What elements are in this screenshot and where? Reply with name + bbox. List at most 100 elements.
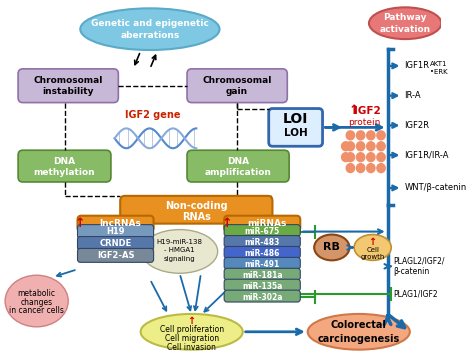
Circle shape — [377, 131, 385, 140]
Ellipse shape — [369, 7, 441, 39]
Text: Cell invasion: Cell invasion — [167, 343, 216, 352]
Circle shape — [367, 131, 375, 140]
Text: signaling: signaling — [164, 256, 195, 262]
Text: IGF1R/IR-A: IGF1R/IR-A — [404, 151, 449, 160]
Circle shape — [356, 131, 365, 140]
Circle shape — [367, 164, 375, 173]
Text: CRNDE: CRNDE — [100, 239, 132, 248]
Text: in cancer cells: in cancer cells — [9, 307, 64, 315]
Text: H19-miR-138: H19-miR-138 — [156, 239, 202, 245]
Text: WNT/β-catenin: WNT/β-catenin — [404, 183, 466, 193]
Text: IGF2R: IGF2R — [404, 121, 429, 130]
FancyBboxPatch shape — [224, 290, 300, 302]
FancyBboxPatch shape — [224, 225, 300, 236]
Ellipse shape — [314, 235, 349, 260]
Circle shape — [356, 142, 365, 151]
FancyBboxPatch shape — [18, 69, 118, 103]
FancyBboxPatch shape — [224, 246, 300, 258]
Circle shape — [346, 131, 355, 140]
Circle shape — [356, 153, 365, 162]
Circle shape — [346, 142, 355, 151]
Text: IGF1R: IGF1R — [404, 61, 429, 70]
Text: Chromosomal: Chromosomal — [34, 76, 103, 85]
Text: LOH: LOH — [284, 129, 308, 138]
Text: Chromosomal: Chromosomal — [202, 76, 272, 85]
Ellipse shape — [354, 235, 391, 260]
Text: Colorectal: Colorectal — [331, 320, 387, 330]
Text: carcinogenesis: carcinogenesis — [318, 334, 400, 344]
Text: activation: activation — [380, 25, 431, 34]
Text: miR-181a: miR-181a — [242, 271, 283, 280]
Text: amplification: amplification — [205, 168, 272, 177]
Text: H19: H19 — [106, 227, 125, 236]
Text: IR-A: IR-A — [404, 91, 421, 100]
Text: gain: gain — [226, 87, 248, 96]
Text: protein: protein — [348, 118, 381, 127]
Text: miR-483: miR-483 — [245, 238, 280, 247]
Text: ↑: ↑ — [348, 104, 359, 117]
Text: miR-486: miR-486 — [245, 249, 280, 258]
FancyBboxPatch shape — [78, 248, 154, 262]
Text: RNAs: RNAs — [182, 212, 211, 222]
Text: IGF2: IGF2 — [354, 105, 381, 116]
Text: aberrations: aberrations — [120, 31, 180, 40]
Text: miRNAs: miRNAs — [247, 219, 287, 228]
Text: Non-coding: Non-coding — [165, 201, 228, 211]
Text: miR-675: miR-675 — [245, 227, 280, 236]
Circle shape — [377, 164, 385, 173]
Ellipse shape — [5, 275, 68, 327]
FancyBboxPatch shape — [224, 279, 300, 291]
Circle shape — [367, 153, 375, 162]
FancyBboxPatch shape — [187, 150, 289, 182]
Text: metabolic: metabolic — [18, 289, 55, 298]
FancyBboxPatch shape — [18, 150, 111, 182]
Text: ↑: ↑ — [222, 217, 232, 230]
Text: methylation: methylation — [34, 168, 95, 177]
Text: LOI: LOI — [283, 112, 308, 126]
Text: Pathway: Pathway — [383, 13, 427, 22]
Text: changes: changes — [20, 298, 53, 307]
FancyBboxPatch shape — [78, 225, 154, 239]
Text: - HMGA1: - HMGA1 — [164, 247, 195, 253]
Text: miR-491: miR-491 — [245, 260, 280, 269]
FancyBboxPatch shape — [224, 268, 300, 280]
FancyBboxPatch shape — [78, 216, 154, 232]
FancyBboxPatch shape — [187, 69, 287, 103]
Text: •ERK: •ERK — [430, 69, 448, 75]
Circle shape — [377, 142, 385, 151]
Circle shape — [342, 153, 350, 162]
Text: Cell: Cell — [366, 247, 379, 253]
Text: miR-302a: miR-302a — [242, 293, 283, 302]
FancyBboxPatch shape — [120, 196, 273, 224]
Text: IGF2 gene: IGF2 gene — [125, 110, 181, 120]
Text: PLAGL2/IGF2/: PLAGL2/IGF2/ — [393, 257, 445, 266]
FancyBboxPatch shape — [224, 216, 300, 232]
Circle shape — [377, 153, 385, 162]
Ellipse shape — [308, 314, 410, 350]
Text: IGF2-AS: IGF2-AS — [97, 251, 134, 260]
Text: AKT1: AKT1 — [430, 61, 448, 67]
Text: Cell migration: Cell migration — [164, 334, 219, 343]
Circle shape — [346, 153, 355, 162]
Text: ↑: ↑ — [75, 217, 85, 230]
Text: PLAG1/IGF2: PLAG1/IGF2 — [393, 289, 438, 299]
Text: RB: RB — [323, 242, 340, 252]
Text: ↑: ↑ — [369, 237, 377, 247]
Ellipse shape — [80, 8, 219, 50]
FancyBboxPatch shape — [224, 257, 300, 269]
Text: ↑: ↑ — [188, 316, 196, 326]
Ellipse shape — [141, 314, 243, 350]
Circle shape — [346, 164, 355, 173]
Circle shape — [342, 142, 350, 151]
Ellipse shape — [142, 230, 218, 273]
FancyBboxPatch shape — [78, 236, 154, 250]
FancyBboxPatch shape — [224, 236, 300, 247]
Text: growth: growth — [361, 255, 385, 260]
FancyBboxPatch shape — [269, 109, 322, 146]
Text: DNA: DNA — [227, 157, 249, 166]
Circle shape — [356, 164, 365, 173]
Text: β-catenin: β-catenin — [393, 267, 429, 276]
Text: miR-135a: miR-135a — [242, 282, 283, 290]
Text: Genetic and epigenetic: Genetic and epigenetic — [91, 19, 209, 28]
Circle shape — [367, 142, 375, 151]
